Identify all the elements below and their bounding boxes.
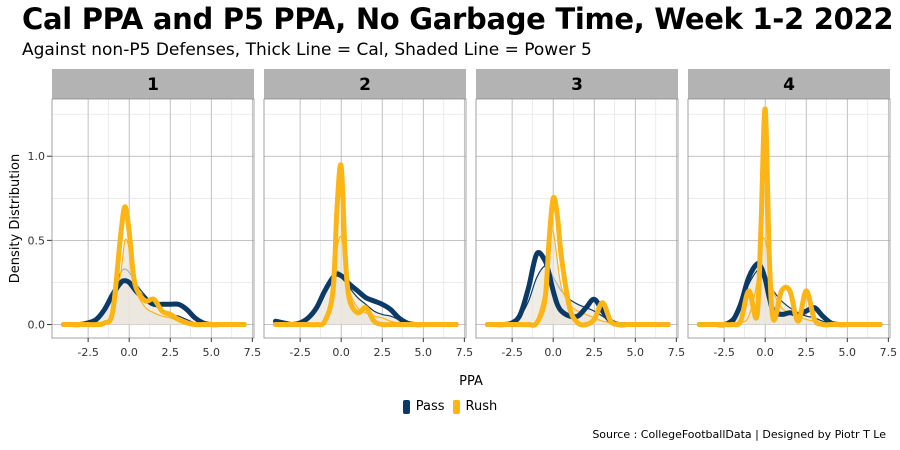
facet-panel-3: 3 -2.5 0.0 2.5 5.0 7.5	[475, 69, 686, 359]
source-caption: Source : CollegeFootballData | Designed …	[592, 428, 886, 441]
density-area-p5-pass	[63, 268, 245, 325]
legend: Pass Rush	[0, 399, 900, 414]
x-tick-label: 2.5	[373, 346, 391, 359]
x-tick-label: 2.5	[585, 346, 603, 359]
x-tick-label: 0.0	[120, 346, 138, 359]
legend-item-rush: Rush	[452, 399, 498, 414]
x-tick-label: 7.5	[456, 346, 474, 359]
y-tick-label: 1.0	[28, 150, 46, 163]
density-line-cal-rush	[697, 106, 883, 328]
x-tick-label: 7.5	[880, 346, 898, 359]
facet-strip	[688, 69, 890, 99]
panel-border	[475, 98, 679, 339]
facet-strip	[476, 69, 678, 99]
facet-strip-label: 3	[571, 75, 583, 95]
y-axis-title: Density Distribution	[8, 154, 23, 283]
x-tick-label: -2.5	[501, 346, 522, 359]
x-tick-label: 5.0	[839, 346, 857, 359]
chart-subtitle: Against non-P5 Defenses, Thick Line = Ca…	[22, 40, 592, 60]
x-tick-label: 7.5	[244, 346, 262, 359]
facet-panel-1: 1 -2.5 0.0 2.5 5.0 7.5	[51, 69, 262, 359]
legend-item-pass: Pass	[402, 399, 445, 414]
x-tick-label: 5.0	[415, 346, 433, 359]
x-tick-label: 7.5	[668, 346, 686, 359]
y-tick-label: 0.5	[28, 234, 46, 247]
facet-strip	[52, 69, 254, 99]
chart-title: Cal PPA and P5 PPA, No Garbage Time, Wee…	[22, 2, 894, 36]
facet-strip-label: 1	[147, 75, 159, 95]
legend-label-pass: Pass	[415, 399, 445, 414]
facet-strip	[264, 69, 466, 99]
density-line-cal-rush	[61, 204, 247, 328]
panel-border	[687, 98, 891, 339]
x-tick-label: 2.5	[161, 346, 179, 359]
density-line-cal-rush	[485, 194, 671, 328]
x-axis-title: PPA	[459, 374, 483, 389]
x-tick-label: 0.0	[544, 346, 562, 359]
x-tick-label: 2.5	[797, 346, 815, 359]
legend-label-rush: Rush	[465, 399, 498, 414]
facet-strip-label: 4	[783, 75, 795, 95]
x-tick-label: -2.5	[77, 346, 98, 359]
facet-panel-2: 2 -2.5 0.0 2.5 5.0 7.5	[263, 69, 474, 359]
panel-border	[51, 98, 255, 339]
density-line-cal-pass	[485, 250, 671, 328]
facet-panel-4: 4 -2.5 0.0 2.5 5.0 7.5	[687, 69, 898, 359]
density-line-p5-rush	[486, 229, 669, 326]
x-tick-label: 0.0	[756, 346, 774, 359]
legend-swatch-rush	[452, 399, 460, 414]
facet-strip-label: 2	[359, 75, 371, 95]
panel-border	[263, 98, 467, 339]
density-area-p5-pass	[275, 270, 457, 325]
y-tick-label: 0.0	[28, 319, 46, 332]
density-area-p5-pass	[487, 265, 669, 325]
x-tick-label: 5.0	[203, 346, 221, 359]
density-line-cal-rush	[273, 162, 459, 328]
legend-swatch-pass	[402, 399, 410, 414]
x-tick-label: 5.0	[627, 346, 645, 359]
x-tick-label: -2.5	[289, 346, 310, 359]
x-tick-label: 0.0	[332, 346, 350, 359]
x-tick-label: -2.5	[713, 346, 734, 359]
